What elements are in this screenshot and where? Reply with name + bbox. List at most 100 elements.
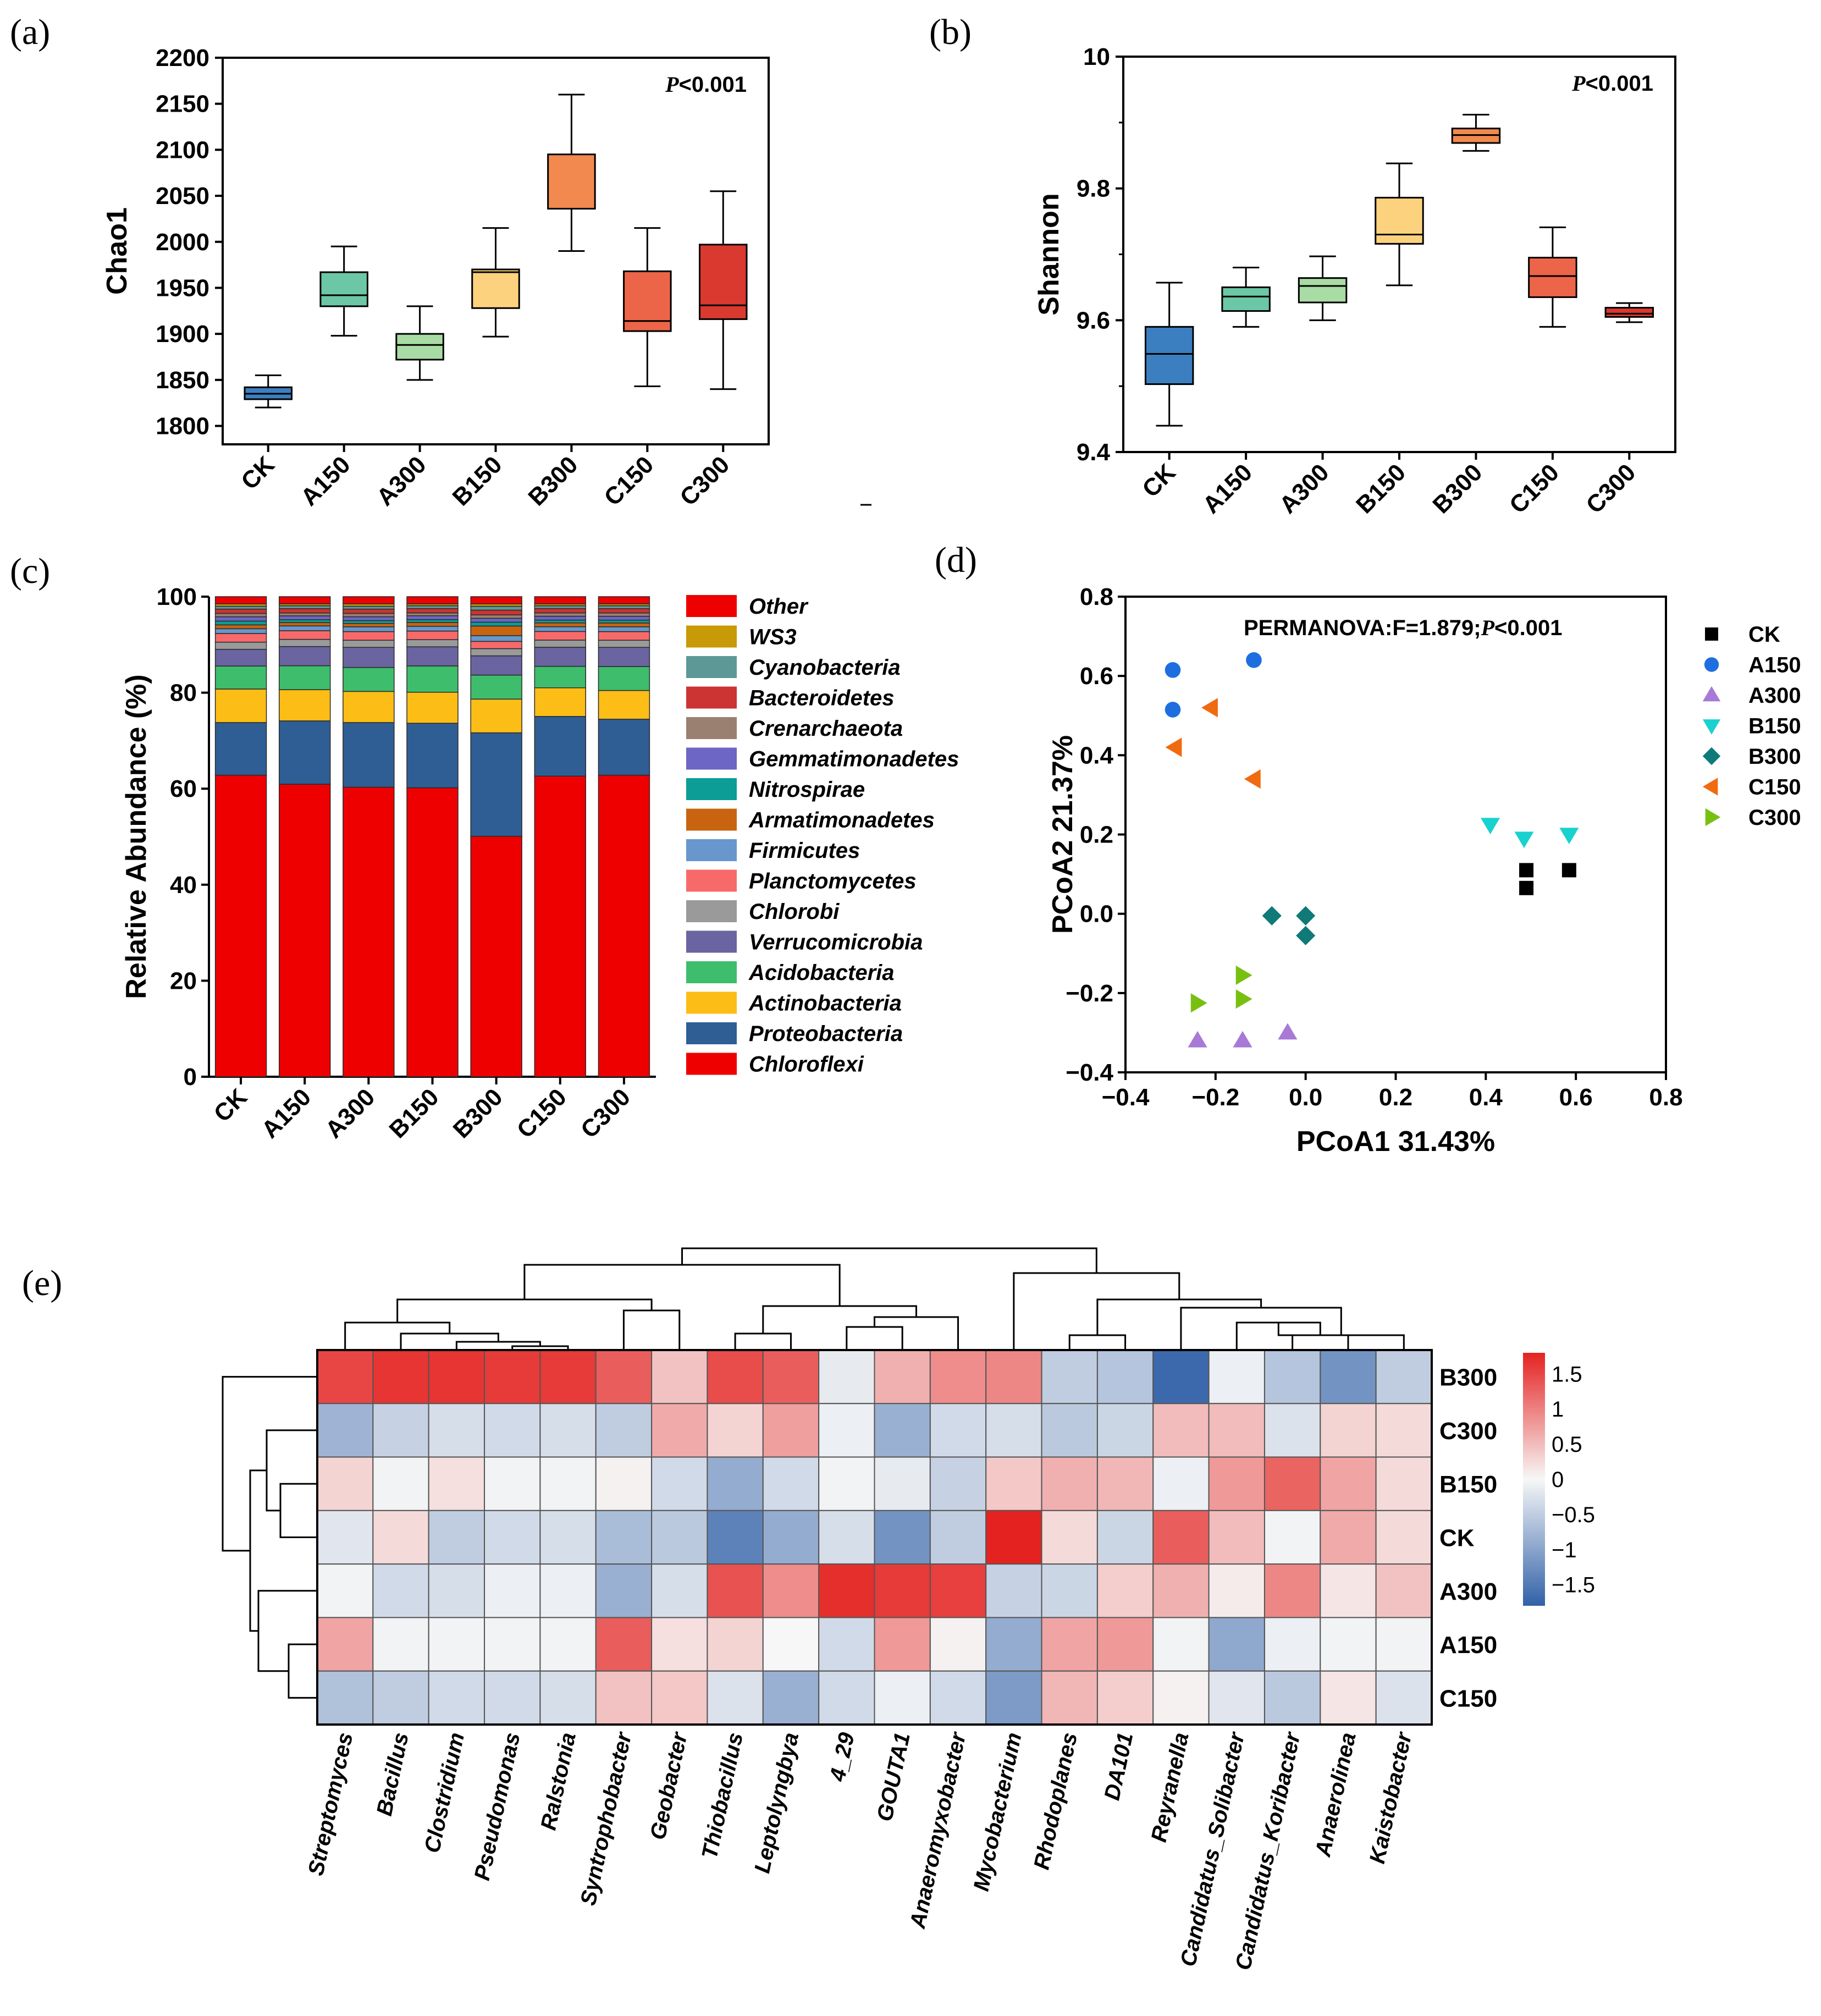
column-label: Kaistobacter bbox=[1365, 1729, 1417, 1866]
heatmap-cell bbox=[1320, 1670, 1377, 1726]
heatmap-cell bbox=[1041, 1349, 1098, 1404]
bar-segment-Armatimonadetes bbox=[214, 624, 267, 630]
heatmap-cell bbox=[707, 1456, 764, 1511]
bar-segment-Cyanobacteria bbox=[406, 605, 459, 609]
bar-segment-Acidobacteria bbox=[598, 666, 650, 691]
heatmap-cell bbox=[1096, 1403, 1154, 1458]
x-tick-label: C300 bbox=[576, 1083, 636, 1143]
p-value-annotation: PERMANOVA:F=1.879;P<0.001 bbox=[1244, 615, 1563, 640]
bar-segment-Proteobacteria bbox=[470, 732, 522, 837]
bar-segment-Bacteroidetes bbox=[598, 608, 650, 614]
legend-swatch-Armatimonadetes bbox=[686, 808, 737, 831]
y-tick-label: 1950 bbox=[156, 274, 209, 301]
bar-segment-Gemmatimonadetes bbox=[343, 616, 395, 621]
legend-label: WS3 bbox=[749, 625, 797, 649]
bar-segment-Acidobacteria bbox=[279, 665, 331, 690]
heatmap-cell bbox=[539, 1510, 597, 1565]
dendrogram-branch bbox=[222, 1376, 317, 1552]
legend-label: Actinobacteria bbox=[748, 992, 902, 1016]
bar-segment-Acidobacteria bbox=[470, 674, 522, 700]
heatmap-cell bbox=[651, 1510, 708, 1565]
heatmap-cell bbox=[1152, 1617, 1210, 1672]
heatmap-cell bbox=[595, 1349, 653, 1404]
heatmap-cell bbox=[372, 1617, 429, 1672]
box-A150 bbox=[1221, 286, 1271, 312]
heatmap-cell bbox=[1375, 1670, 1432, 1726]
heatmap-cell bbox=[1375, 1456, 1432, 1511]
box-C150 bbox=[623, 270, 672, 332]
bar-segment-Cyanobacteria bbox=[214, 605, 267, 610]
bar-segment-Cyanobacteria bbox=[534, 605, 586, 609]
bar-segment-Chloroflexi bbox=[598, 774, 650, 1077]
bar-segment-Cyanobacteria bbox=[598, 605, 650, 609]
y-tick-label: 0.8 bbox=[1080, 583, 1113, 610]
heatmap-cell bbox=[428, 1510, 485, 1565]
bar-segment-Bacteroidetes bbox=[279, 608, 331, 614]
y-tick-label: 1900 bbox=[156, 321, 209, 348]
point-A300 bbox=[1188, 1031, 1207, 1048]
x-tick-label: C150 bbox=[1504, 459, 1564, 519]
heatmap-cell bbox=[1263, 1403, 1321, 1458]
heatmap-cell bbox=[1375, 1403, 1432, 1458]
bar-segment-Actinobacteria bbox=[343, 691, 395, 723]
legend-label: A300 bbox=[1748, 684, 1801, 708]
bar-segment-Chloroflexi bbox=[343, 786, 395, 1077]
legend-swatch-Actinobacteria bbox=[686, 992, 737, 1014]
x-tick-label: A150 bbox=[296, 451, 356, 511]
bar-segment-Verrucomicrobia bbox=[406, 646, 459, 667]
x-tick-label: 0.6 bbox=[1559, 1084, 1593, 1111]
legend-swatch-Cyanobacteria bbox=[686, 656, 737, 678]
bar-segment-Proteobacteria bbox=[406, 723, 459, 789]
heatmap-cell bbox=[1096, 1510, 1154, 1565]
heatmap-cell bbox=[985, 1349, 1042, 1404]
legend-label: Verrucomicrobia bbox=[749, 930, 923, 955]
x-tick-label: B300 bbox=[448, 1083, 508, 1143]
heatmap-cell bbox=[372, 1349, 429, 1404]
heatmap-cell bbox=[929, 1563, 987, 1618]
panel-a-chao1-boxplot: 1800 1850 1900 1950 2000 2050 2100 2150 2200 CK A1… bbox=[101, 45, 871, 511]
dendrogram-branch bbox=[734, 1332, 792, 1350]
bar-segment-Firmicutes bbox=[279, 625, 331, 631]
bar-segment-Armatimonadetes bbox=[534, 622, 586, 627]
heatmap-cell bbox=[1096, 1563, 1154, 1618]
heatmap-cell bbox=[1152, 1670, 1210, 1726]
bar-segment-Planctomycetes bbox=[343, 631, 395, 641]
column-label: Anaerolinea bbox=[1311, 1731, 1361, 1859]
bar-segment-Firmicutes bbox=[470, 635, 522, 642]
bar-segment-Chloroflexi bbox=[406, 787, 459, 1077]
bar-segment-Verrucomicrobia bbox=[598, 647, 650, 667]
bar-segment-Armatimonadetes bbox=[406, 622, 459, 627]
point-B150 bbox=[1514, 831, 1534, 849]
box-B150 bbox=[471, 268, 520, 309]
heatmap-cell bbox=[874, 1510, 931, 1565]
point-A300 bbox=[1233, 1031, 1252, 1048]
heatmap-cell bbox=[539, 1563, 597, 1618]
heatmap-cell bbox=[1208, 1456, 1265, 1511]
bar-segment-Chlorobi bbox=[534, 640, 586, 648]
bar-segment-Firmicutes bbox=[343, 626, 395, 632]
row-label: C150 bbox=[1439, 1685, 1497, 1712]
heatmap-cell bbox=[317, 1349, 374, 1404]
heatmap-cell bbox=[595, 1403, 653, 1458]
dendrogram-branch bbox=[762, 1305, 918, 1334]
annotation-prefix: PERMANOVA:F=1.879; bbox=[1244, 616, 1481, 640]
legend-swatch-Bacteroidetes bbox=[686, 686, 737, 709]
heatmap-cell bbox=[1208, 1670, 1265, 1726]
legend-label: CK bbox=[1748, 623, 1780, 647]
legend-label: Nitrospirae bbox=[749, 778, 865, 802]
heatmap-cell bbox=[762, 1670, 820, 1726]
heatmap-cell bbox=[762, 1349, 820, 1404]
dendrogram-branch bbox=[1068, 1334, 1127, 1350]
heatmap-cell bbox=[317, 1563, 374, 1618]
x-axis-title: PCoA1 31.43% bbox=[1296, 1126, 1495, 1158]
p-value: <0.001 bbox=[1494, 616, 1562, 640]
bar-segment-Armatimonadetes bbox=[279, 622, 331, 626]
box-A150 bbox=[319, 271, 368, 307]
bar-segment-Gemmatimonadetes bbox=[470, 618, 522, 623]
heatmap-cell bbox=[1152, 1563, 1210, 1618]
bar-segment-Firmicutes bbox=[214, 628, 267, 634]
bar-segment-Crenarchaeota bbox=[598, 612, 650, 617]
dendrogram-branch bbox=[279, 1483, 317, 1538]
heatmap-cell bbox=[707, 1670, 764, 1726]
column-label: Geobacter bbox=[645, 1729, 692, 1842]
